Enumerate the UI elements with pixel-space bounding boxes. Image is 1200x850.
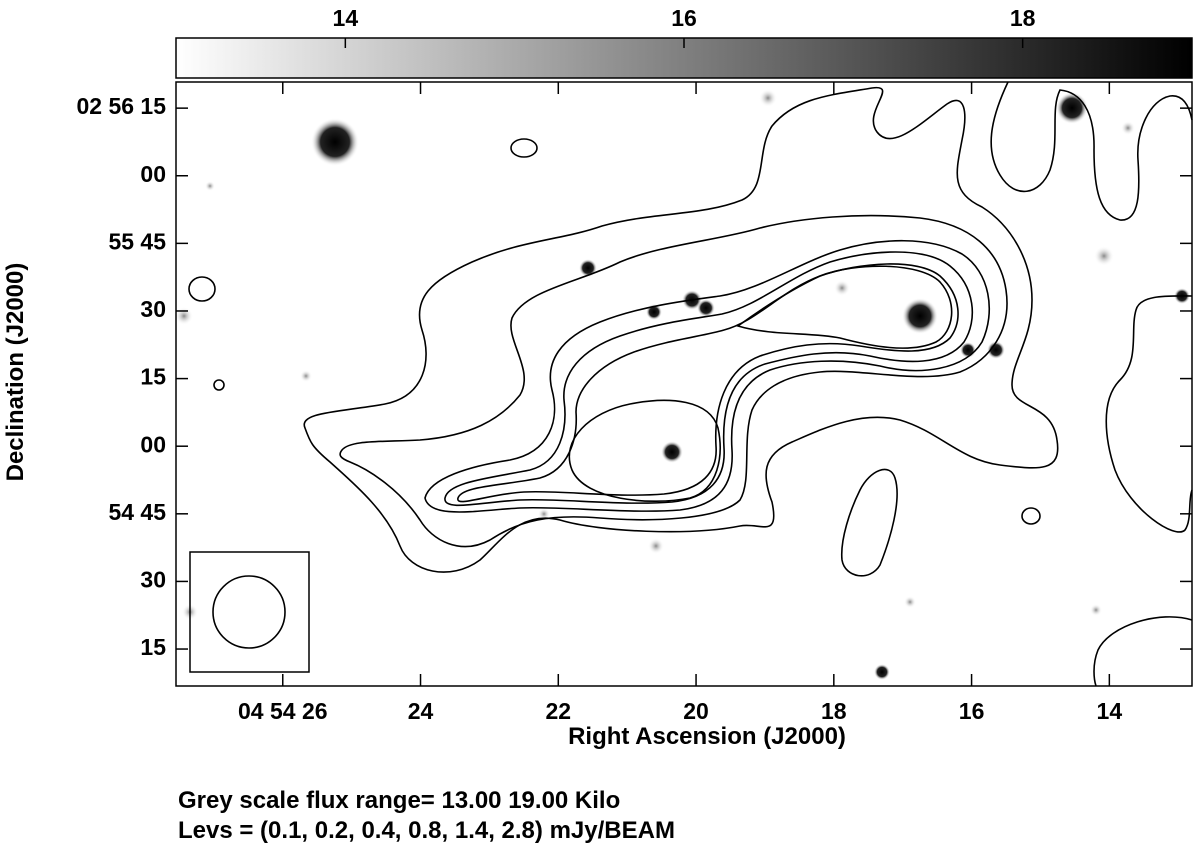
y-tick-label: 54 45 <box>108 499 166 525</box>
point-sources <box>175 89 1190 680</box>
y-tick-label: 55 45 <box>108 228 166 254</box>
y-tick-label: 15 <box>140 364 166 390</box>
colorbar-tick-label: 16 <box>671 5 697 31</box>
y-tick-label: 15 <box>140 634 166 660</box>
x-tick-label: 20 <box>683 698 709 724</box>
y-axis-label: Declination (J2000) <box>2 263 29 482</box>
plot-frame <box>175 81 1193 687</box>
x-axis-label: Right Ascension (J2000) <box>568 723 846 750</box>
beam <box>212 575 286 649</box>
x-tick-label: 24 <box>408 698 434 724</box>
x-tick-label: 04 54 26 <box>238 698 328 724</box>
y-tick-label: 00 <box>140 431 166 457</box>
x-tick-label: 22 <box>545 698 571 724</box>
x-tick-label: 18 <box>821 698 847 724</box>
footnote: Grey scale flux range= 13.00 19.00 Kilo <box>178 787 620 814</box>
colorbar-tick-label: 14 <box>333 5 359 31</box>
y-tick-label: 30 <box>140 296 166 322</box>
x-tick-label: 16 <box>959 698 985 724</box>
y-tick-label: 00 <box>140 161 166 187</box>
contours <box>188 81 1193 687</box>
colorbar-tick-label: 18 <box>1010 5 1036 31</box>
x-tick-label: 14 <box>1097 698 1123 724</box>
y-tick-label: 30 <box>140 567 166 593</box>
footnote: Levs = (0.1, 0.2, 0.4, 0.8, 1.4, 2.8) mJ… <box>178 817 675 844</box>
y-tick-label: 02 56 15 <box>76 93 166 119</box>
beam-box <box>189 551 310 673</box>
